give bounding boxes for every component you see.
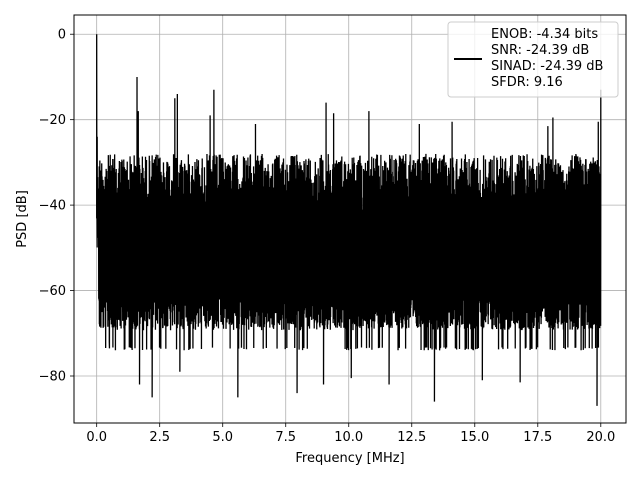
x-axis-label: Frequency [MHz] (295, 451, 404, 466)
x-tick-label: 5.0 (212, 430, 233, 445)
x-tick-label: 20.0 (586, 430, 615, 445)
legend-box (447, 21, 619, 98)
x-axis-ticks: 0.0 2.5 5.0 7.5 10.0 12.5 15.0 17.5 20.0 (86, 423, 615, 445)
y-tick-label: 0 (58, 28, 66, 43)
y-tick-label: −60 (39, 284, 66, 299)
legend-sinad: SINAD: -24.39 dB (491, 59, 603, 74)
y-axis-ticks: 0 −20 −40 −60 −80 (39, 28, 74, 385)
x-tick-label: 2.5 (149, 430, 170, 445)
x-tick-label: 7.5 (275, 430, 296, 445)
x-tick-label: 12.5 (397, 430, 426, 445)
axes-frame (73, 14, 627, 424)
psd-series (96, 34, 602, 406)
x-tick-label: 15.0 (460, 430, 489, 445)
x-tick-label: 0.0 (86, 430, 107, 445)
y-axis-label: PSD [dB] (15, 190, 30, 248)
legend-snr: SNR: -24.39 dB (491, 43, 589, 58)
legend-sfdr: SFDR: 9.16 (491, 75, 563, 90)
legend: ENOB: -4.34 bits SNR: -24.39 dB SINAD: -… (447, 21, 619, 98)
y-tick-label: −20 (39, 113, 66, 128)
psd-line (96, 34, 602, 406)
y-tick-label: −80 (39, 370, 66, 385)
y-tick-label: −40 (39, 199, 66, 214)
x-tick-label: 17.5 (523, 430, 552, 445)
x-tick-label: 10.0 (334, 430, 363, 445)
legend-enob: ENOB: -4.34 bits (491, 27, 598, 42)
